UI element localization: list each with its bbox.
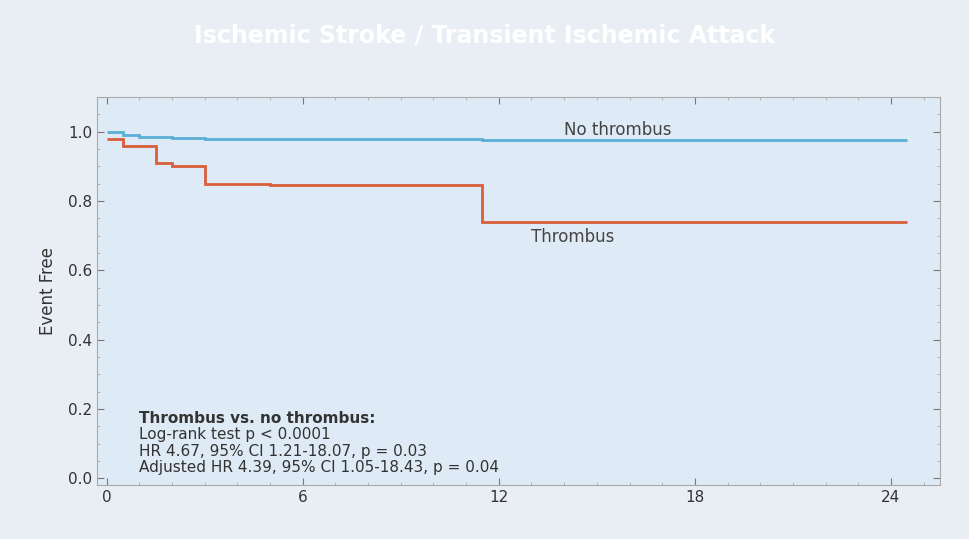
Text: Log-rank test p < 0.0001: Log-rank test p < 0.0001 [140, 427, 331, 442]
Text: Adjusted HR 4.39, 95% CI 1.05-18.43, p = 0.04: Adjusted HR 4.39, 95% CI 1.05-18.43, p =… [140, 460, 499, 475]
Y-axis label: Event Free: Event Free [39, 247, 56, 335]
Text: No thrombus: No thrombus [564, 121, 672, 139]
Text: Thrombus: Thrombus [531, 229, 615, 246]
Text: HR 4.67, 95% CI 1.21-18.07, p = 0.03: HR 4.67, 95% CI 1.21-18.07, p = 0.03 [140, 444, 427, 459]
Text: Thrombus vs. no thrombus:: Thrombus vs. no thrombus: [140, 411, 376, 426]
Text: Ischemic Stroke / Transient Ischemic Attack: Ischemic Stroke / Transient Ischemic Att… [194, 23, 775, 47]
